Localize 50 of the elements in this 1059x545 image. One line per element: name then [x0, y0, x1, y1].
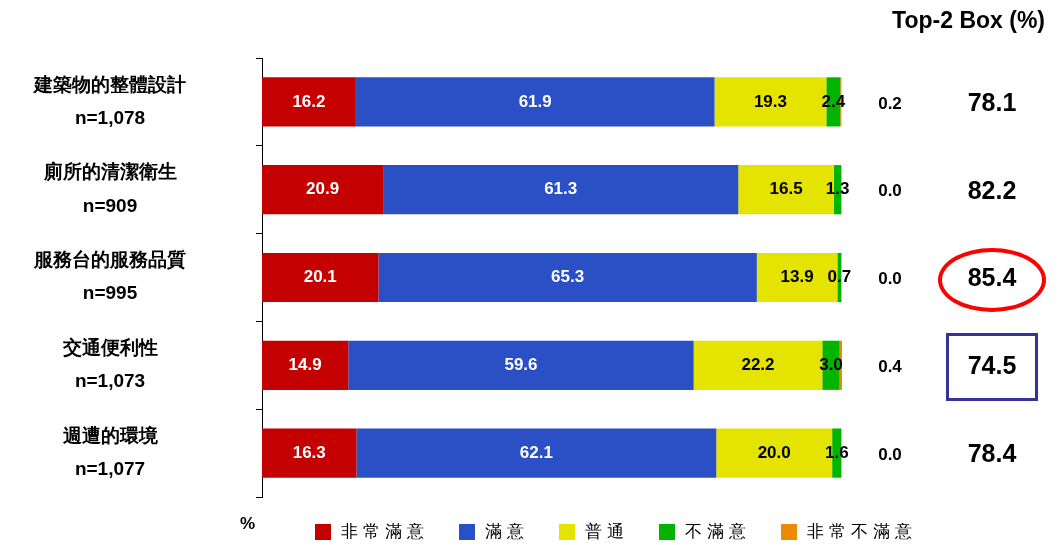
- y-tick-label: 週遭的環境 n=1,077: [61, 424, 158, 479]
- legend-label: 非常不滿意: [807, 520, 917, 543]
- data-label: 16.3: [292, 442, 326, 462]
- data-label: 22.2: [741, 354, 775, 374]
- data-label: 20.9: [306, 179, 340, 199]
- bar: [262, 340, 349, 390]
- data-label: 0.2: [878, 93, 902, 113]
- y-tick-label: 建築物的整體設計 n=1,078: [32, 73, 186, 128]
- data-label: 16.5: [769, 179, 803, 199]
- bar: [378, 252, 757, 303]
- data-label: 14.9: [288, 354, 322, 374]
- bar: [262, 165, 384, 215]
- text: 82.2: [967, 175, 1017, 204]
- data-label: 0.0: [878, 269, 902, 289]
- bar: [348, 340, 694, 390]
- data-label: 20.0: [757, 442, 791, 462]
- y-tick-label: 廁所的清潔衛生 n=909: [42, 161, 177, 216]
- text: Top-2 Box (%): [892, 7, 1045, 34]
- bar: [383, 165, 739, 215]
- data-label: 19.3: [753, 91, 787, 111]
- data-label: 16.2: [292, 91, 326, 111]
- data-label: 20.1: [303, 267, 337, 287]
- data-label: 61.3: [544, 179, 578, 199]
- x-axis-title: %: [240, 514, 256, 534]
- y-tick-label: 交通便利性 n=1,073: [61, 336, 158, 392]
- data-label: 0.0: [878, 444, 902, 464]
- data-label: 0.0: [878, 181, 902, 201]
- text: 78.1: [967, 87, 1017, 116]
- text: 74.5: [967, 351, 1017, 380]
- legend-label: 非常滿意: [341, 520, 429, 543]
- bar: [356, 428, 717, 478]
- text: 78.4: [967, 438, 1017, 467]
- data-label: 59.6: [504, 354, 538, 374]
- text: 85.4: [967, 263, 1017, 292]
- bar: [262, 77, 356, 127]
- bar: [262, 428, 357, 478]
- legend-label: 普通: [585, 520, 629, 543]
- data-label: 13.9: [780, 267, 814, 287]
- data-label: 1.6: [824, 442, 849, 462]
- y-tick-label: 服務台的服務品質 n=995: [33, 249, 186, 304]
- data-label: 0.4: [878, 356, 903, 376]
- data-label: 61.9: [518, 91, 552, 111]
- data-label: 0.7: [827, 267, 852, 287]
- data-label: 1.3: [825, 179, 850, 199]
- bar: [262, 252, 379, 303]
- bar: [355, 77, 715, 127]
- data-label: 65.3: [551, 267, 585, 287]
- legend-label: 不滿意: [685, 520, 751, 543]
- data-label: 62.1: [519, 442, 553, 462]
- legend-label: 滿意: [485, 520, 529, 543]
